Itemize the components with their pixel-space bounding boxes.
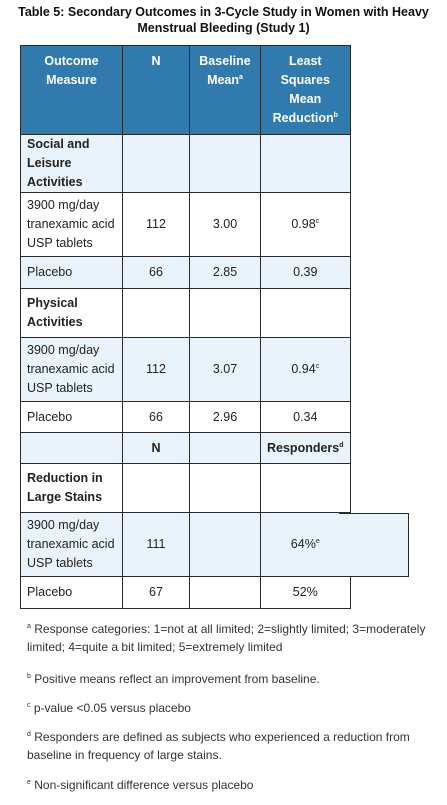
row-label: Placebo [20,576,123,609]
cell-responders: 52% [260,576,351,609]
table-row: Placebo 66 2.96 0.34 [20,401,351,433]
cell-reduction: 0.34 [260,401,351,433]
table-title-line2: Menstrual Bleeding (Study 1) [137,21,310,35]
cell-reduction: 0.98c [260,192,351,257]
cell-n: 112 [122,192,190,257]
row-label: Placebo [20,401,123,433]
table-header-row: Outcome Measure N Baseline Meana Least S… [20,45,351,135]
row-label: 3900 mg/day tranexamic acid USP tablets [20,192,123,257]
footnote-a: a Response categories: 1=not at all limi… [27,622,426,654]
section-row-social: Social and Leisure Activities [20,134,351,193]
cell-baseline: 3.07 [189,337,261,402]
table-row: 3900 mg/day tranexamic acid USP tablets … [20,512,351,577]
cell-reduction: 0.39 [260,256,351,289]
cell-n: 111 [122,512,190,577]
subheader-row: N Respondersd [20,432,351,464]
secondary-outcomes-table: Outcome Measure N Baseline Meana Least S… [20,45,351,609]
subheader-n: N [122,432,190,464]
header-ls-mean-reduction: Least Squares Mean Reductionb [260,45,351,135]
row-label: Placebo [20,256,123,289]
footnote-b: b Positive means reflect an improvement … [27,672,320,686]
footnote-c: c p-value <0.05 versus placebo [27,701,191,715]
header-outcome-measure: Outcome Measure [20,45,123,135]
row-label: 3900 mg/day tranexamic acid USP tablets [20,337,123,402]
table-title: Table 5: Secondary Outcomes in 3-Cycle S… [0,4,447,36]
table-overflow-cell [339,513,409,577]
section-label-social: Social and Leisure Activities [20,134,123,193]
table-row: Placebo 67 52% [20,576,351,609]
section-row-physical: Physical Activities [20,288,351,338]
cell-reduction: 0.94c [260,337,351,402]
header-n: N [122,45,190,135]
cell-n: 112 [122,337,190,402]
subheader-responders: Respondersd [260,432,351,464]
cell-n: 67 [122,576,190,609]
footnote-d: d Responders are defined as subjects who… [27,730,410,762]
row-label: 3900 mg/day tranexamic acid USP tablets [20,512,123,577]
section-label-physical: Physical Activities [20,288,123,338]
cell-responders: 64%e [260,512,351,577]
cell-n: 66 [122,256,190,289]
footnote-e: e Non-significant difference versus plac… [27,778,254,792]
table-row: 3900 mg/day tranexamic acid USP tablets … [20,337,351,402]
cell-baseline: 2.96 [189,401,261,433]
table-title-line1: Table 5: Secondary Outcomes in 3-Cycle S… [18,5,429,19]
section-label-stains: Reduction in Large Stains [20,463,123,513]
table-row: 3900 mg/day tranexamic acid USP tablets … [20,192,351,257]
section-row-stains: Reduction in Large Stains [20,463,351,513]
cell-n: 66 [122,401,190,433]
cell-baseline: 3.00 [189,192,261,257]
table-row: Placebo 66 2.85 0.39 [20,256,351,289]
cell-baseline: 2.85 [189,256,261,289]
header-baseline-mean: Baseline Meana [189,45,261,135]
